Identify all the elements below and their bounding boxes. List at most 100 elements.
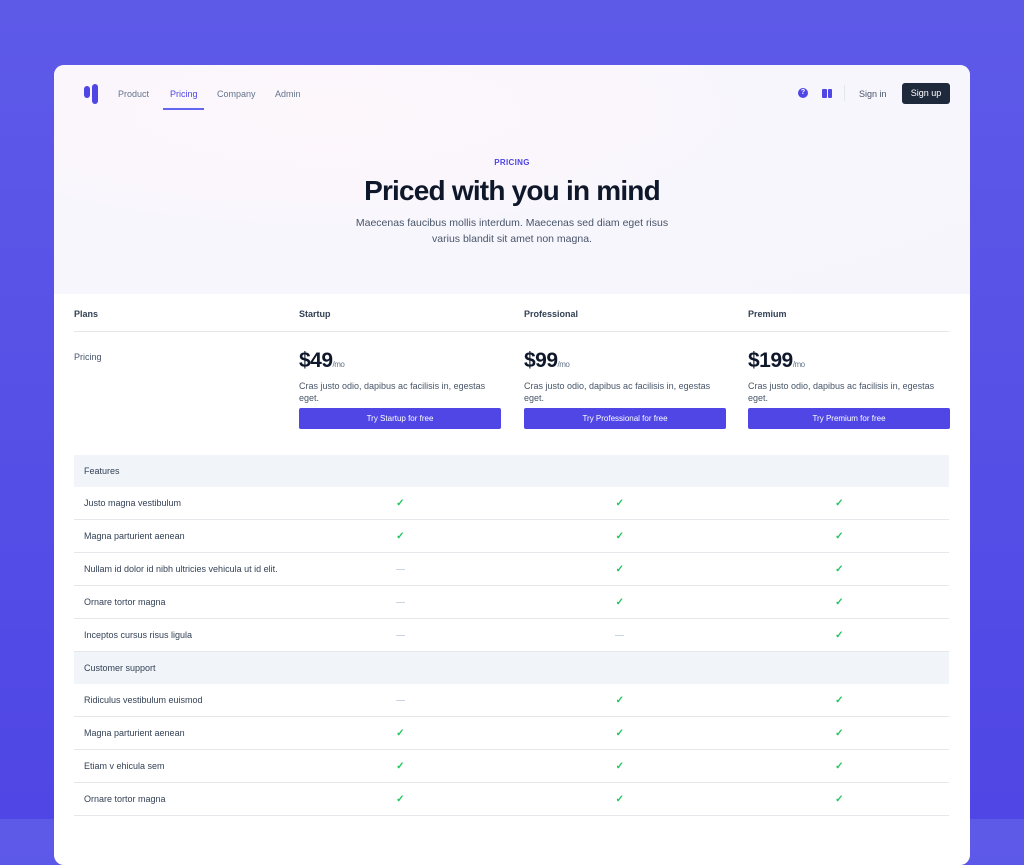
hero-section: Product Pricing Company Admin ? Sign in … — [54, 65, 970, 294]
section-header: Customer support — [74, 652, 949, 684]
section-header: Features — [74, 455, 949, 487]
table-row: Magna parturient aenean ✓ ✓ ✓ — [74, 520, 949, 553]
check-cell: ✓ — [510, 597, 730, 608]
check-icon: ✓ — [396, 727, 405, 739]
dash-cell — [510, 630, 730, 640]
divider — [844, 85, 845, 101]
check-cell: ✓ — [510, 695, 730, 706]
table-row: Magna parturient aenean ✓ ✓ ✓ — [74, 717, 949, 750]
plan-description: Cras justo odio, dapibus ac facilisis in… — [299, 381, 486, 403]
check-cell: ✓ — [510, 531, 730, 542]
feature-label: Magna parturient aenean — [84, 728, 185, 738]
dash-icon — [395, 635, 405, 637]
check-icon: ✓ — [615, 596, 624, 608]
check-cell: ✓ — [510, 761, 730, 772]
check-icon: ✓ — [396, 530, 405, 542]
sign-in-link[interactable]: Sign in — [859, 89, 887, 99]
check-cell: ✓ — [510, 564, 730, 575]
check-icon: ✓ — [615, 497, 624, 509]
check-cell: ✓ — [730, 531, 950, 542]
feature-table: Features Justo magna vestibulum ✓ ✓ ✓ Magna p… — [74, 455, 949, 816]
feature-label: Magna parturient aenean — [84, 531, 185, 541]
feature-label: Nullam id dolor id nibh ultricies vehicu… — [84, 564, 278, 574]
pricing-card: Product Pricing Company Admin ? Sign in … — [54, 65, 970, 865]
check-icon: ✓ — [615, 530, 624, 542]
check-icon: ✓ — [835, 563, 844, 575]
plan-header-professional: Professional — [524, 309, 579, 319]
check-icon: ✓ — [835, 497, 844, 509]
check-icon: ✓ — [615, 563, 624, 575]
check-cell: ✓ — [291, 794, 511, 805]
nav-admin[interactable]: Admin — [275, 89, 301, 99]
check-cell: ✓ — [291, 498, 511, 509]
plan-header-premium: Premium — [748, 309, 787, 319]
dash-icon — [395, 569, 405, 571]
check-cell: ✓ — [510, 728, 730, 739]
check-icon: ✓ — [835, 530, 844, 542]
table-row: Ornare tortor magna ✓ ✓ — [74, 586, 949, 619]
table-row: Etiam v ehicula sem ✓ ✓ ✓ — [74, 750, 949, 783]
table-row: Nullam id dolor id nibh ultricies vehicu… — [74, 553, 949, 586]
check-icon: ✓ — [615, 727, 624, 739]
try-startup-button[interactable]: Try Startup for free — [299, 408, 501, 429]
plans-header: Plans — [74, 309, 99, 319]
check-icon: ✓ — [615, 694, 624, 706]
page-title: Priced with you in mind — [364, 175, 661, 206]
nav-product[interactable]: Product — [118, 89, 150, 99]
check-cell: ✓ — [291, 531, 511, 542]
price: $99/mo — [524, 349, 570, 372]
check-icon: ✓ — [835, 760, 844, 772]
page-subtitle: Maecenas faucibus mollis interdum. Maece… — [355, 217, 669, 245]
feature-label: Justo magna vestibulum — [84, 498, 182, 508]
table-row: Ornare tortor magna ✓ ✓ ✓ — [74, 783, 949, 816]
dash-cell — [291, 695, 511, 705]
table-row: Inceptos cursus risus ligula ✓ — [74, 619, 949, 652]
dash-cell — [291, 630, 511, 640]
dash-icon — [615, 635, 625, 637]
nav-pricing[interactable]: Pricing — [170, 89, 198, 99]
check-cell: ✓ — [730, 695, 950, 706]
nav-company[interactable]: Company — [217, 89, 256, 99]
feature-label: Ornare tortor magna — [84, 597, 166, 607]
book-icon[interactable] — [822, 89, 832, 98]
check-icon: ✓ — [835, 629, 844, 641]
check-cell: ✓ — [730, 597, 950, 608]
dash-icon — [395, 602, 405, 604]
feature-label: Ridiculus vestibulum euismod — [84, 695, 203, 705]
dash-icon — [395, 700, 405, 702]
check-cell: ✓ — [510, 498, 730, 509]
check-icon: ✓ — [835, 596, 844, 608]
pricing-label: Pricing — [74, 352, 102, 362]
feature-label: Inceptos cursus risus ligula — [84, 630, 193, 640]
active-tab-indicator — [163, 108, 204, 110]
top-nav: Product Pricing Company Admin ? Sign in … — [54, 65, 970, 115]
feature-label: Ornare tortor magna — [84, 794, 166, 804]
plan-description: Cras justo odio, dapibus ac facilisis in… — [524, 381, 711, 403]
dash-cell — [291, 597, 511, 607]
plan-premium: $199/mo Cras justo odio, dapibus ac faci… — [748, 349, 950, 429]
try-premium-button[interactable]: Try Premium for free — [748, 408, 950, 429]
check-icon: ✓ — [615, 760, 624, 772]
check-icon: ✓ — [835, 793, 844, 805]
check-cell: ✓ — [730, 498, 950, 509]
check-icon: ✓ — [835, 694, 844, 706]
dash-cell — [291, 564, 511, 574]
check-cell: ✓ — [730, 630, 950, 641]
price: $49/mo — [299, 349, 345, 372]
check-cell: ✓ — [730, 761, 950, 772]
check-cell: ✓ — [730, 728, 950, 739]
plan-startup: $49/mo Cras justo odio, dapibus ac facil… — [299, 349, 501, 429]
check-cell: ✓ — [291, 728, 511, 739]
check-cell: ✓ — [510, 794, 730, 805]
plan-description: Cras justo odio, dapibus ac facilisis in… — [748, 381, 935, 403]
feature-label: Etiam v ehicula sem — [84, 761, 165, 771]
logo-icon[interactable] — [84, 84, 98, 104]
check-icon: ✓ — [396, 793, 405, 805]
table-row: Ridiculus vestibulum euismod ✓ ✓ — [74, 684, 949, 717]
try-professional-button[interactable]: Try Professional for free — [524, 408, 726, 429]
sign-up-button[interactable]: Sign up — [902, 83, 950, 104]
help-circle-icon[interactable]: ? — [798, 88, 808, 98]
plan-professional: $99/mo Cras justo odio, dapibus ac facil… — [524, 349, 726, 429]
divider — [74, 331, 949, 332]
check-icon: ✓ — [835, 727, 844, 739]
